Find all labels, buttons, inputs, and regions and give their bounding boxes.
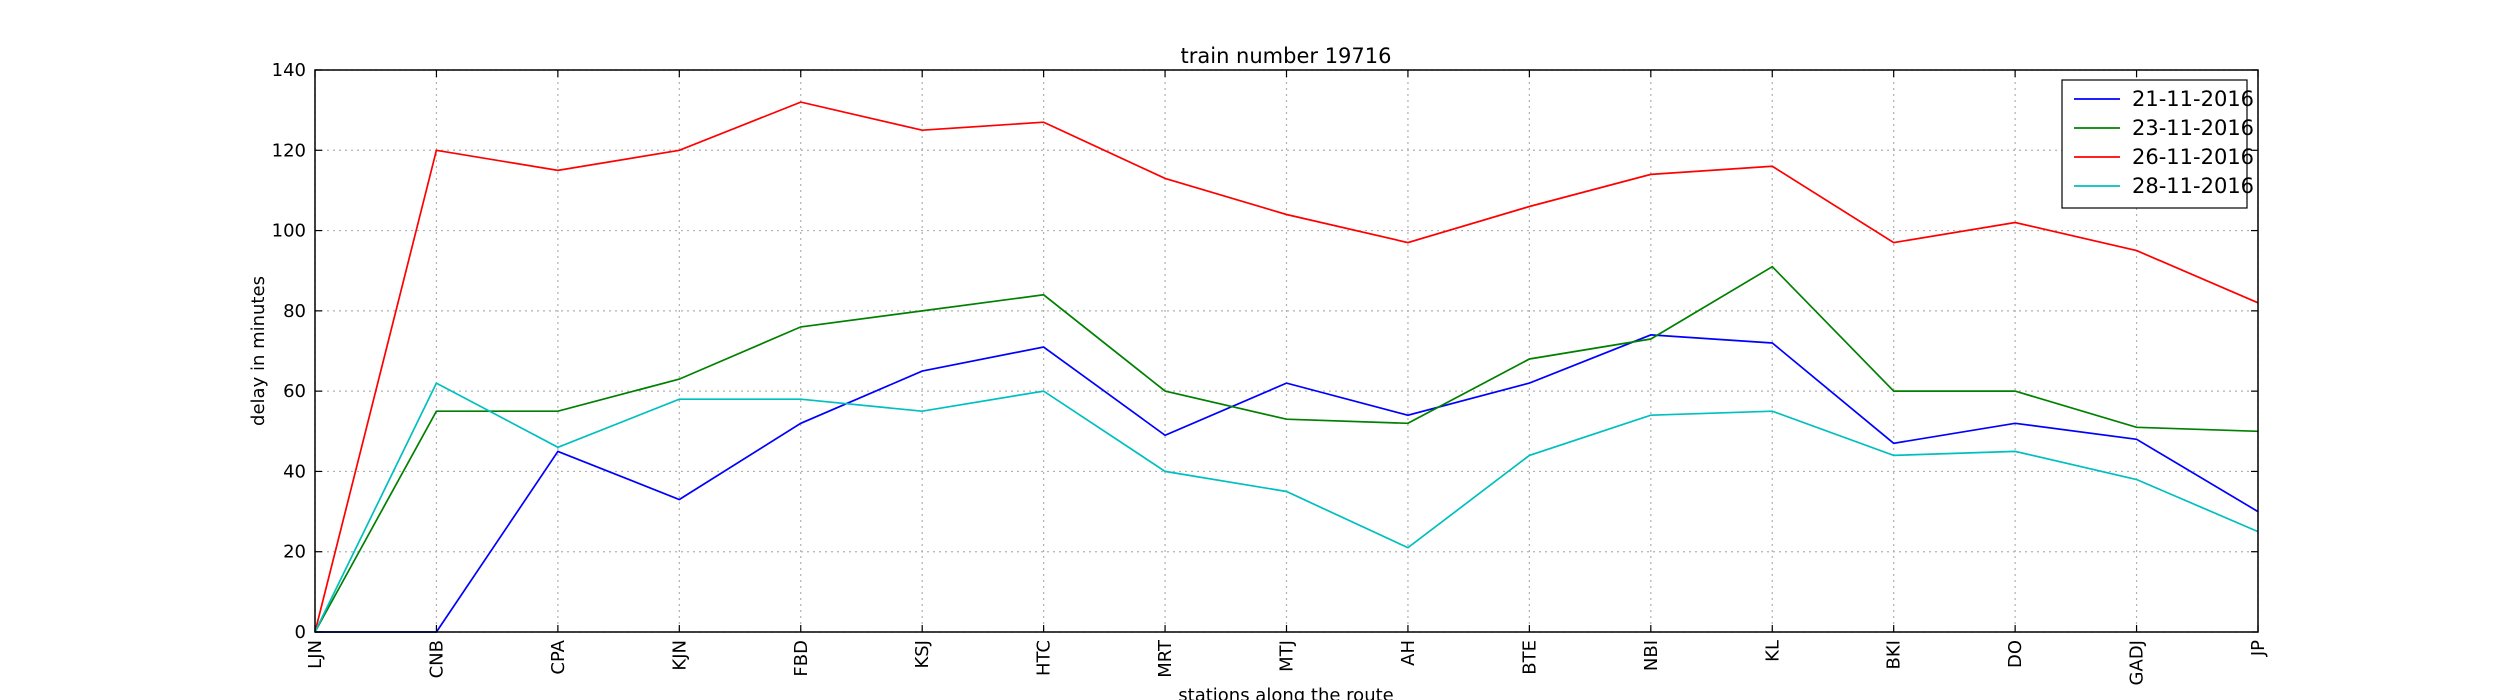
y-tick-label: 40 <box>283 461 306 482</box>
x-tick-label: CPA <box>548 639 569 674</box>
x-tick-label: KL <box>1762 640 1783 662</box>
x-tick-label: AH <box>1398 640 1419 666</box>
series-line-23-11-2016 <box>314 265 2259 633</box>
series-line-21-11-2016 <box>315 334 2259 633</box>
legend-label: 26-11-2016 <box>2132 145 2254 169</box>
x-tick-label: KJN <box>669 640 690 671</box>
x-tick-label: BTE <box>1519 640 1540 675</box>
x-axis-label: stations along the route <box>1178 685 1393 700</box>
series-lines <box>314 101 2259 633</box>
y-tick-label: 120 <box>272 140 306 161</box>
x-tick-label: MTJ <box>1277 640 1298 672</box>
x-tick-label: JP <box>2248 640 2269 657</box>
x-tick-label: BKI <box>1884 640 1905 669</box>
legend-label: 28-11-2016 <box>2132 174 2254 198</box>
axis-ticks: LJN CNB CPA KJN FBD KSJ HTC MRT MTJ AH BTE NBI KL BKI… <box>272 60 2269 685</box>
x-tick-label: NBI <box>1641 640 1662 671</box>
y-tick-label: 20 <box>283 542 306 563</box>
series-line-26-11-2016 <box>314 101 2259 633</box>
y-axis-label: delay in minutes <box>248 276 269 426</box>
x-tick-label: LJN <box>305 640 326 669</box>
y-tick-label: 60 <box>283 381 306 402</box>
x-tick-label: DO <box>2005 640 2026 668</box>
legend-label: 23-11-2016 <box>2132 116 2254 140</box>
legend-label: 21-11-2016 <box>2132 87 2254 111</box>
y-tick-label: 0 <box>295 622 306 643</box>
x-tick-label: HTC <box>1034 640 1055 676</box>
x-tick-label: CNB <box>426 640 447 678</box>
series-line-28-11-2016 <box>314 381 2259 633</box>
y-tick-label: 80 <box>283 301 306 322</box>
x-tick-label: FBD <box>791 640 812 677</box>
grid <box>314 69 2259 633</box>
chart-title: train number 19716 <box>1181 44 1392 68</box>
x-tick-label: MRT <box>1155 639 1176 678</box>
y-tick-label: 100 <box>272 221 306 242</box>
y-tick-label: 140 <box>272 60 306 81</box>
legend: 21-11-2016 23-11-2016 26-11-2016 28-11-2016 <box>2061 79 2254 209</box>
x-tick-label: GADJ <box>2127 640 2148 685</box>
x-tick-label: KSJ <box>912 640 933 669</box>
